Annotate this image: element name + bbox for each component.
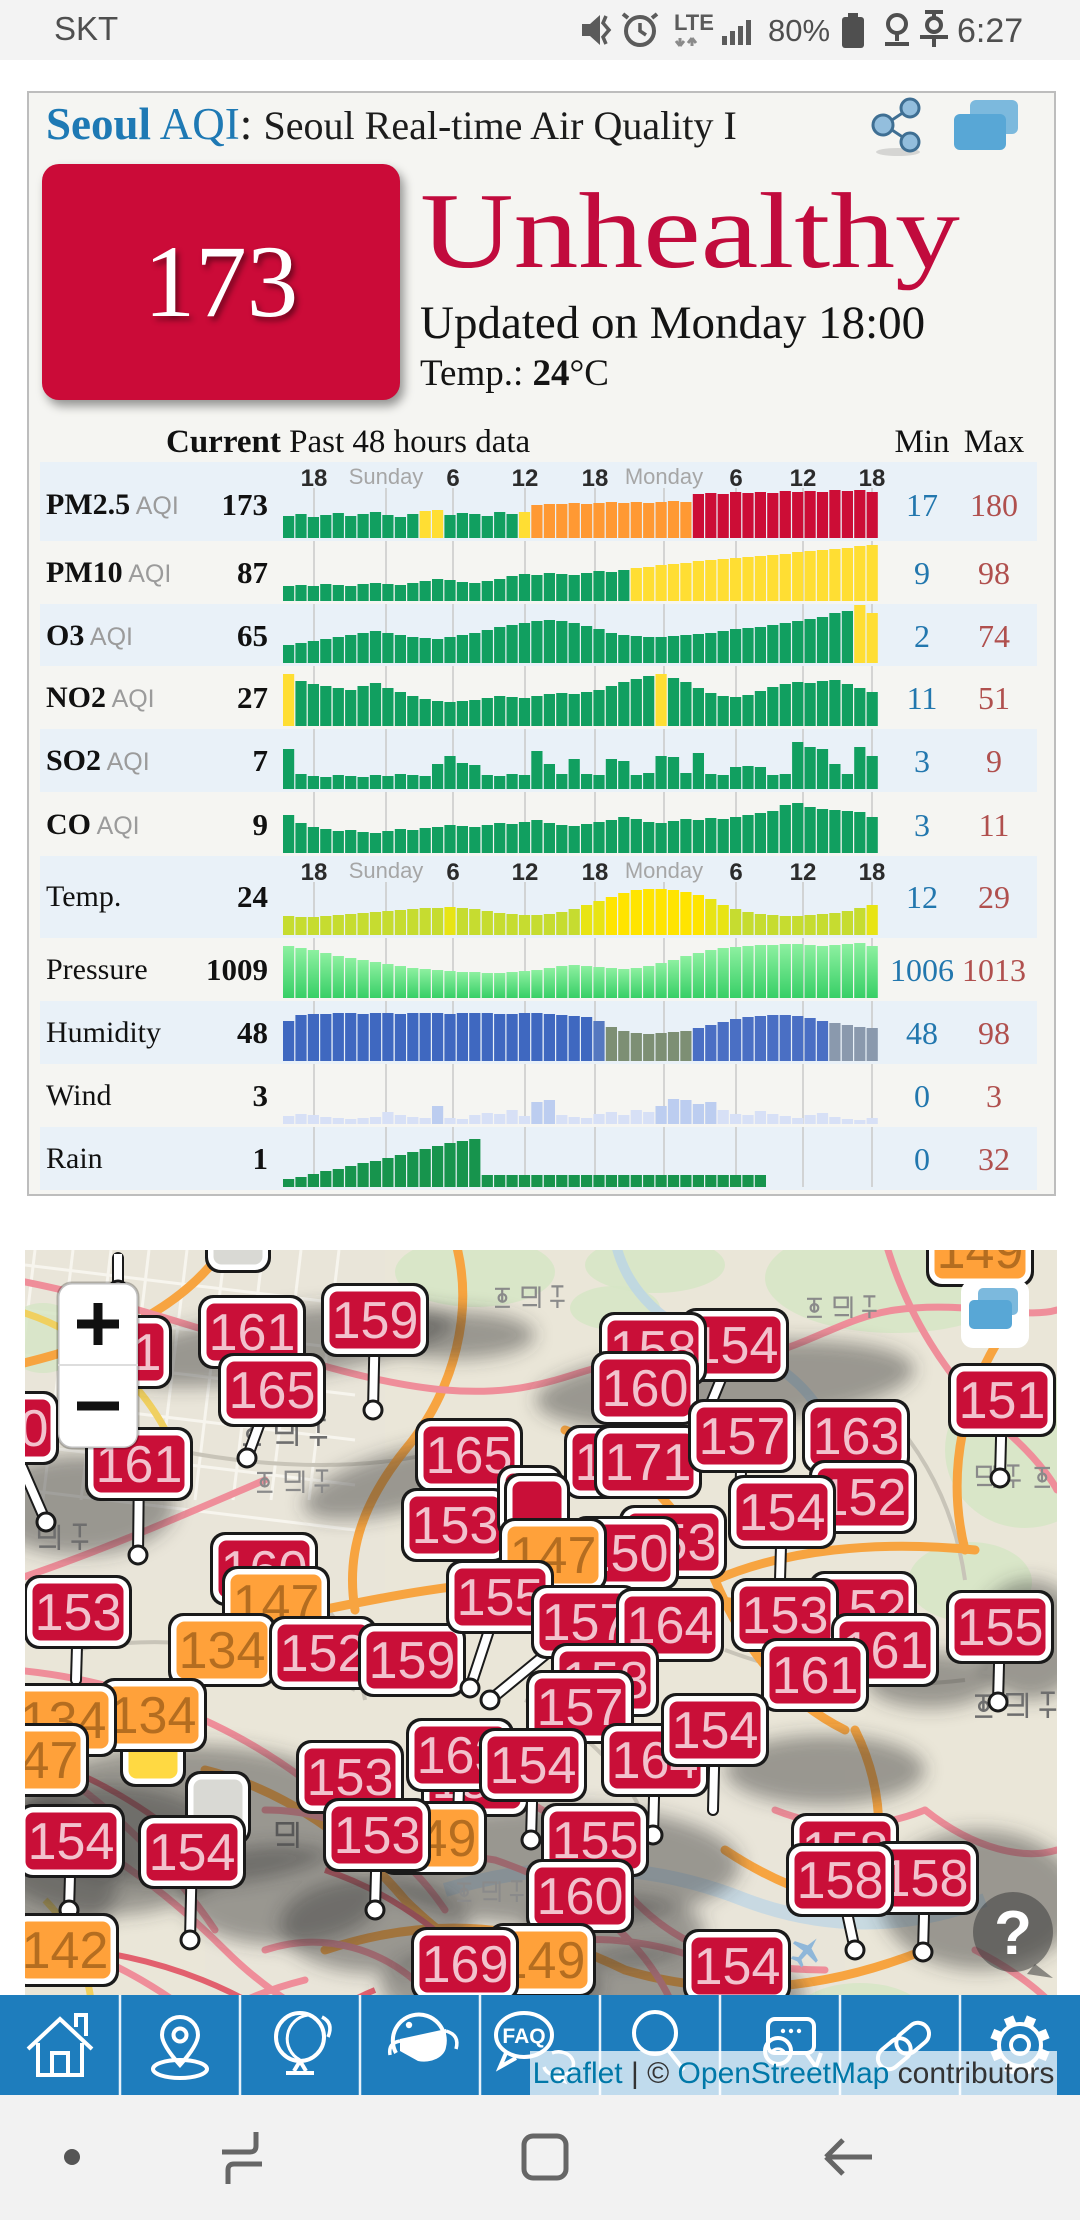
svg-text:153: 153 xyxy=(412,1497,499,1555)
svg-text:159: 159 xyxy=(332,1292,419,1350)
svg-text:?: ? xyxy=(994,1899,1032,1968)
svg-text:160: 160 xyxy=(602,1360,689,1418)
svg-text:155: 155 xyxy=(957,1599,1044,1657)
svg-text:158: 158 xyxy=(797,1852,884,1910)
svg-text:154: 154 xyxy=(739,1484,826,1542)
svg-text:12: 12 xyxy=(512,859,539,886)
svg-text:160: 160 xyxy=(537,1868,624,1926)
svg-text:154: 154 xyxy=(490,1737,577,1795)
svg-text:169: 169 xyxy=(422,1936,509,1994)
svg-text:153: 153 xyxy=(334,1807,421,1865)
svg-text:154: 154 xyxy=(672,1702,759,1760)
svg-text:157: 157 xyxy=(699,1408,786,1466)
svg-text:147: 147 xyxy=(25,1732,78,1790)
svg-text:163: 163 xyxy=(813,1408,900,1466)
svg-text:165: 165 xyxy=(229,1362,316,1420)
svg-text:Sunday: Sunday xyxy=(349,464,424,489)
svg-text:6:27: 6:27 xyxy=(957,12,1023,50)
svg-text:Sunday: Sunday xyxy=(349,858,424,883)
svg-text:6: 6 xyxy=(729,859,742,886)
svg-text:80%: 80% xyxy=(768,13,830,48)
svg-text:18: 18 xyxy=(582,859,609,886)
svg-text:FAQ: FAQ xyxy=(502,2025,545,2048)
svg-text:154: 154 xyxy=(694,1938,781,1996)
svg-text:158: 158 xyxy=(882,1850,969,1908)
svg-text:12: 12 xyxy=(790,859,817,886)
svg-text:6: 6 xyxy=(729,465,742,492)
svg-text:12: 12 xyxy=(512,465,539,492)
svg-text:160: 160 xyxy=(25,1400,48,1458)
svg-text:6: 6 xyxy=(446,859,459,886)
svg-text:12: 12 xyxy=(790,465,817,492)
svg-text:134: 134 xyxy=(179,1622,266,1680)
svg-text:18: 18 xyxy=(301,859,328,886)
svg-text:142: 142 xyxy=(25,1922,108,1980)
svg-text:153: 153 xyxy=(35,1584,122,1642)
svg-text:161: 161 xyxy=(209,1304,296,1362)
svg-text:18: 18 xyxy=(859,859,886,886)
svg-text:154: 154 xyxy=(28,1813,115,1871)
svg-text:18: 18 xyxy=(859,465,886,492)
svg-text:153: 153 xyxy=(307,1749,394,1807)
svg-text:18: 18 xyxy=(301,465,328,492)
svg-text:154: 154 xyxy=(149,1824,236,1882)
svg-text:Monday: Monday xyxy=(625,464,703,489)
svg-text:6: 6 xyxy=(446,465,459,492)
svg-text:155: 155 xyxy=(457,1569,544,1627)
svg-text:134: 134 xyxy=(110,1687,197,1745)
svg-text:18: 18 xyxy=(582,465,609,492)
svg-text:161: 161 xyxy=(772,1647,859,1705)
svg-text:Monday: Monday xyxy=(625,858,703,883)
svg-text:157: 157 xyxy=(542,1594,629,1652)
svg-text:152: 152 xyxy=(280,1625,367,1683)
svg-text:151: 151 xyxy=(959,1372,1046,1430)
svg-text:171: 171 xyxy=(605,1434,692,1492)
svg-text:LTE: LTE xyxy=(674,10,714,35)
svg-text:153: 153 xyxy=(742,1587,829,1645)
svg-text:159: 159 xyxy=(369,1632,456,1690)
svg-text:149: 149 xyxy=(937,1250,1024,1280)
